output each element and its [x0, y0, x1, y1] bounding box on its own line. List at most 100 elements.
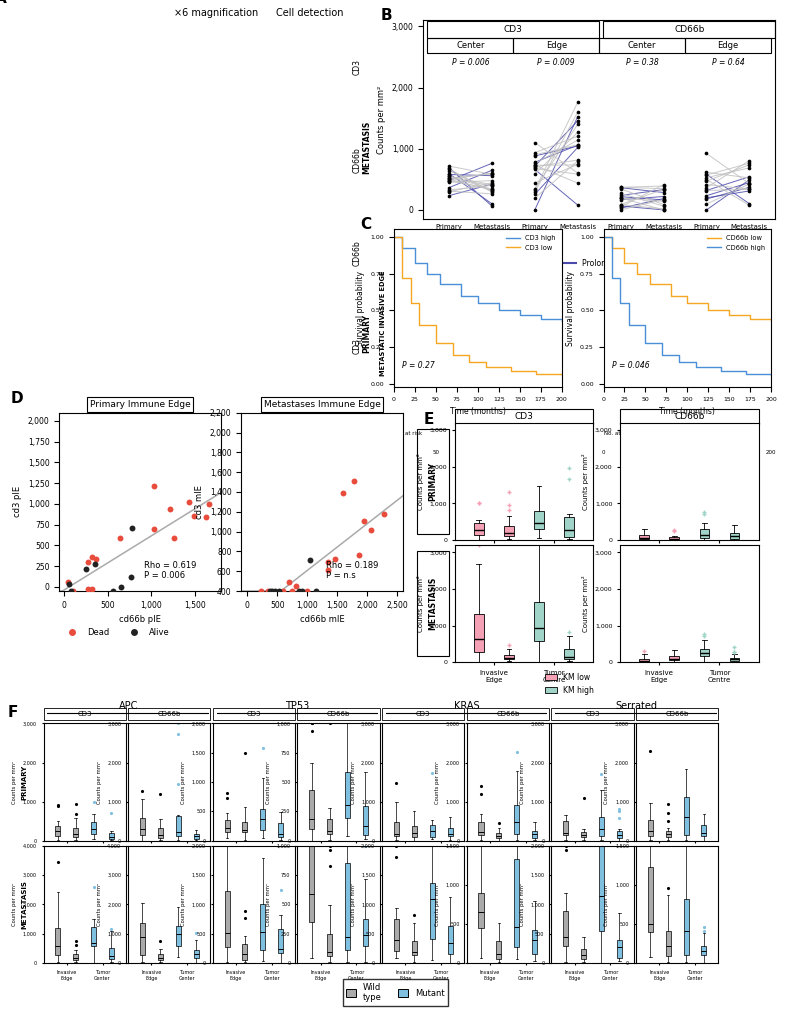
- Text: CD3: CD3: [352, 59, 361, 74]
- Point: [528, 155, 541, 171]
- Y-axis label: Counts per mm²: Counts per mm²: [604, 882, 609, 926]
- Text: C: C: [361, 217, 372, 231]
- PathPatch shape: [345, 772, 350, 818]
- Point: [743, 153, 755, 169]
- PathPatch shape: [430, 882, 434, 940]
- Point: [90, 551, 103, 568]
- Point: [571, 157, 584, 173]
- Point: [657, 178, 670, 195]
- Point: [700, 167, 713, 183]
- Point: [657, 194, 670, 210]
- PathPatch shape: [669, 537, 679, 539]
- Point: [657, 191, 670, 207]
- Point: [164, 501, 176, 518]
- PathPatch shape: [176, 816, 180, 836]
- Point: [743, 160, 755, 176]
- Point: [443, 166, 456, 182]
- Point: [615, 179, 627, 196]
- Y-axis label: Counts per mm²: Counts per mm²: [181, 760, 186, 804]
- Point: [443, 181, 456, 198]
- Point: [187, 507, 200, 524]
- PathPatch shape: [639, 658, 649, 661]
- Text: P = 0.009: P = 0.009: [537, 58, 575, 67]
- Text: CD66b: CD66b: [352, 147, 361, 173]
- Point: [571, 137, 584, 153]
- Point: [443, 179, 456, 196]
- Point: [443, 168, 456, 184]
- Point: [322, 553, 335, 570]
- Point: [283, 574, 296, 590]
- Text: Rho = 0.619
P = 0.006: Rho = 0.619 P = 0.006: [144, 560, 196, 581]
- PathPatch shape: [564, 649, 574, 658]
- PathPatch shape: [563, 911, 568, 946]
- Text: Edge: Edge: [546, 41, 567, 50]
- Point: [615, 197, 627, 213]
- Y-axis label: Counts per mm²: Counts per mm²: [181, 882, 186, 926]
- PathPatch shape: [504, 655, 514, 659]
- Point: [443, 170, 456, 186]
- Text: 100: 100: [472, 449, 483, 454]
- PathPatch shape: [648, 867, 653, 931]
- Point: [202, 496, 215, 513]
- Point: [743, 171, 755, 187]
- PathPatch shape: [91, 822, 96, 835]
- Text: P = 0.046: P = 0.046: [612, 362, 649, 370]
- Text: CD66b: CD66b: [674, 24, 705, 34]
- Point: [443, 165, 456, 181]
- Text: Center: Center: [456, 41, 485, 50]
- Y-axis label: Counts per mm²: Counts per mm²: [266, 760, 271, 804]
- PathPatch shape: [448, 827, 452, 837]
- Text: 150: 150: [724, 449, 735, 454]
- PathPatch shape: [479, 894, 483, 927]
- Point: [571, 94, 584, 110]
- Text: TP53: TP53: [286, 701, 309, 711]
- Point: [571, 132, 584, 149]
- Y-axis label: Counts per mm²: Counts per mm²: [97, 882, 101, 926]
- Text: CD66b: CD66b: [157, 711, 181, 716]
- Point: [443, 183, 456, 200]
- Point: [277, 583, 290, 599]
- Point: [657, 192, 670, 208]
- Y-axis label: Counts per mm²: Counts per mm²: [350, 882, 355, 926]
- Point: [657, 184, 670, 201]
- Point: [528, 135, 541, 151]
- PathPatch shape: [534, 512, 544, 529]
- Point: [528, 161, 541, 177]
- Point: [615, 190, 627, 206]
- PathPatch shape: [639, 535, 649, 539]
- Point: [486, 183, 498, 200]
- PathPatch shape: [243, 821, 248, 833]
- X-axis label: cd66b mIE: cd66b mIE: [300, 615, 345, 625]
- Text: APC: APC: [119, 701, 138, 711]
- Point: [571, 152, 584, 168]
- Point: [571, 165, 584, 181]
- Point: [615, 192, 627, 208]
- PathPatch shape: [309, 846, 314, 922]
- Y-axis label: Counts per mm²: Counts per mm²: [12, 760, 17, 804]
- Point: [700, 171, 713, 187]
- Text: Center: Center: [628, 41, 657, 50]
- PathPatch shape: [109, 834, 114, 839]
- PathPatch shape: [666, 931, 671, 956]
- Point: [615, 202, 627, 218]
- Y-axis label: Counts per mm²: Counts per mm²: [417, 576, 424, 632]
- PathPatch shape: [504, 526, 514, 536]
- Text: CD66b: CD66b: [352, 239, 361, 266]
- Text: Cell detection: Cell detection: [276, 8, 343, 18]
- Text: CD3: CD3: [78, 711, 92, 716]
- Point: [571, 153, 584, 169]
- Point: [486, 162, 498, 178]
- Point: [106, 583, 119, 599]
- Legend: CD3 high, CD3 low: CD3 high, CD3 low: [504, 232, 558, 254]
- Point: [615, 187, 627, 204]
- Point: [657, 180, 670, 197]
- PathPatch shape: [225, 820, 229, 832]
- Point: [443, 158, 456, 174]
- Title: Primary Immune Edge: Primary Immune Edge: [90, 400, 191, 410]
- Point: [615, 190, 627, 206]
- PathPatch shape: [158, 827, 163, 838]
- PathPatch shape: [729, 658, 740, 661]
- Point: [700, 187, 713, 204]
- Text: KRAS: KRAS: [454, 701, 479, 711]
- Point: [700, 169, 713, 185]
